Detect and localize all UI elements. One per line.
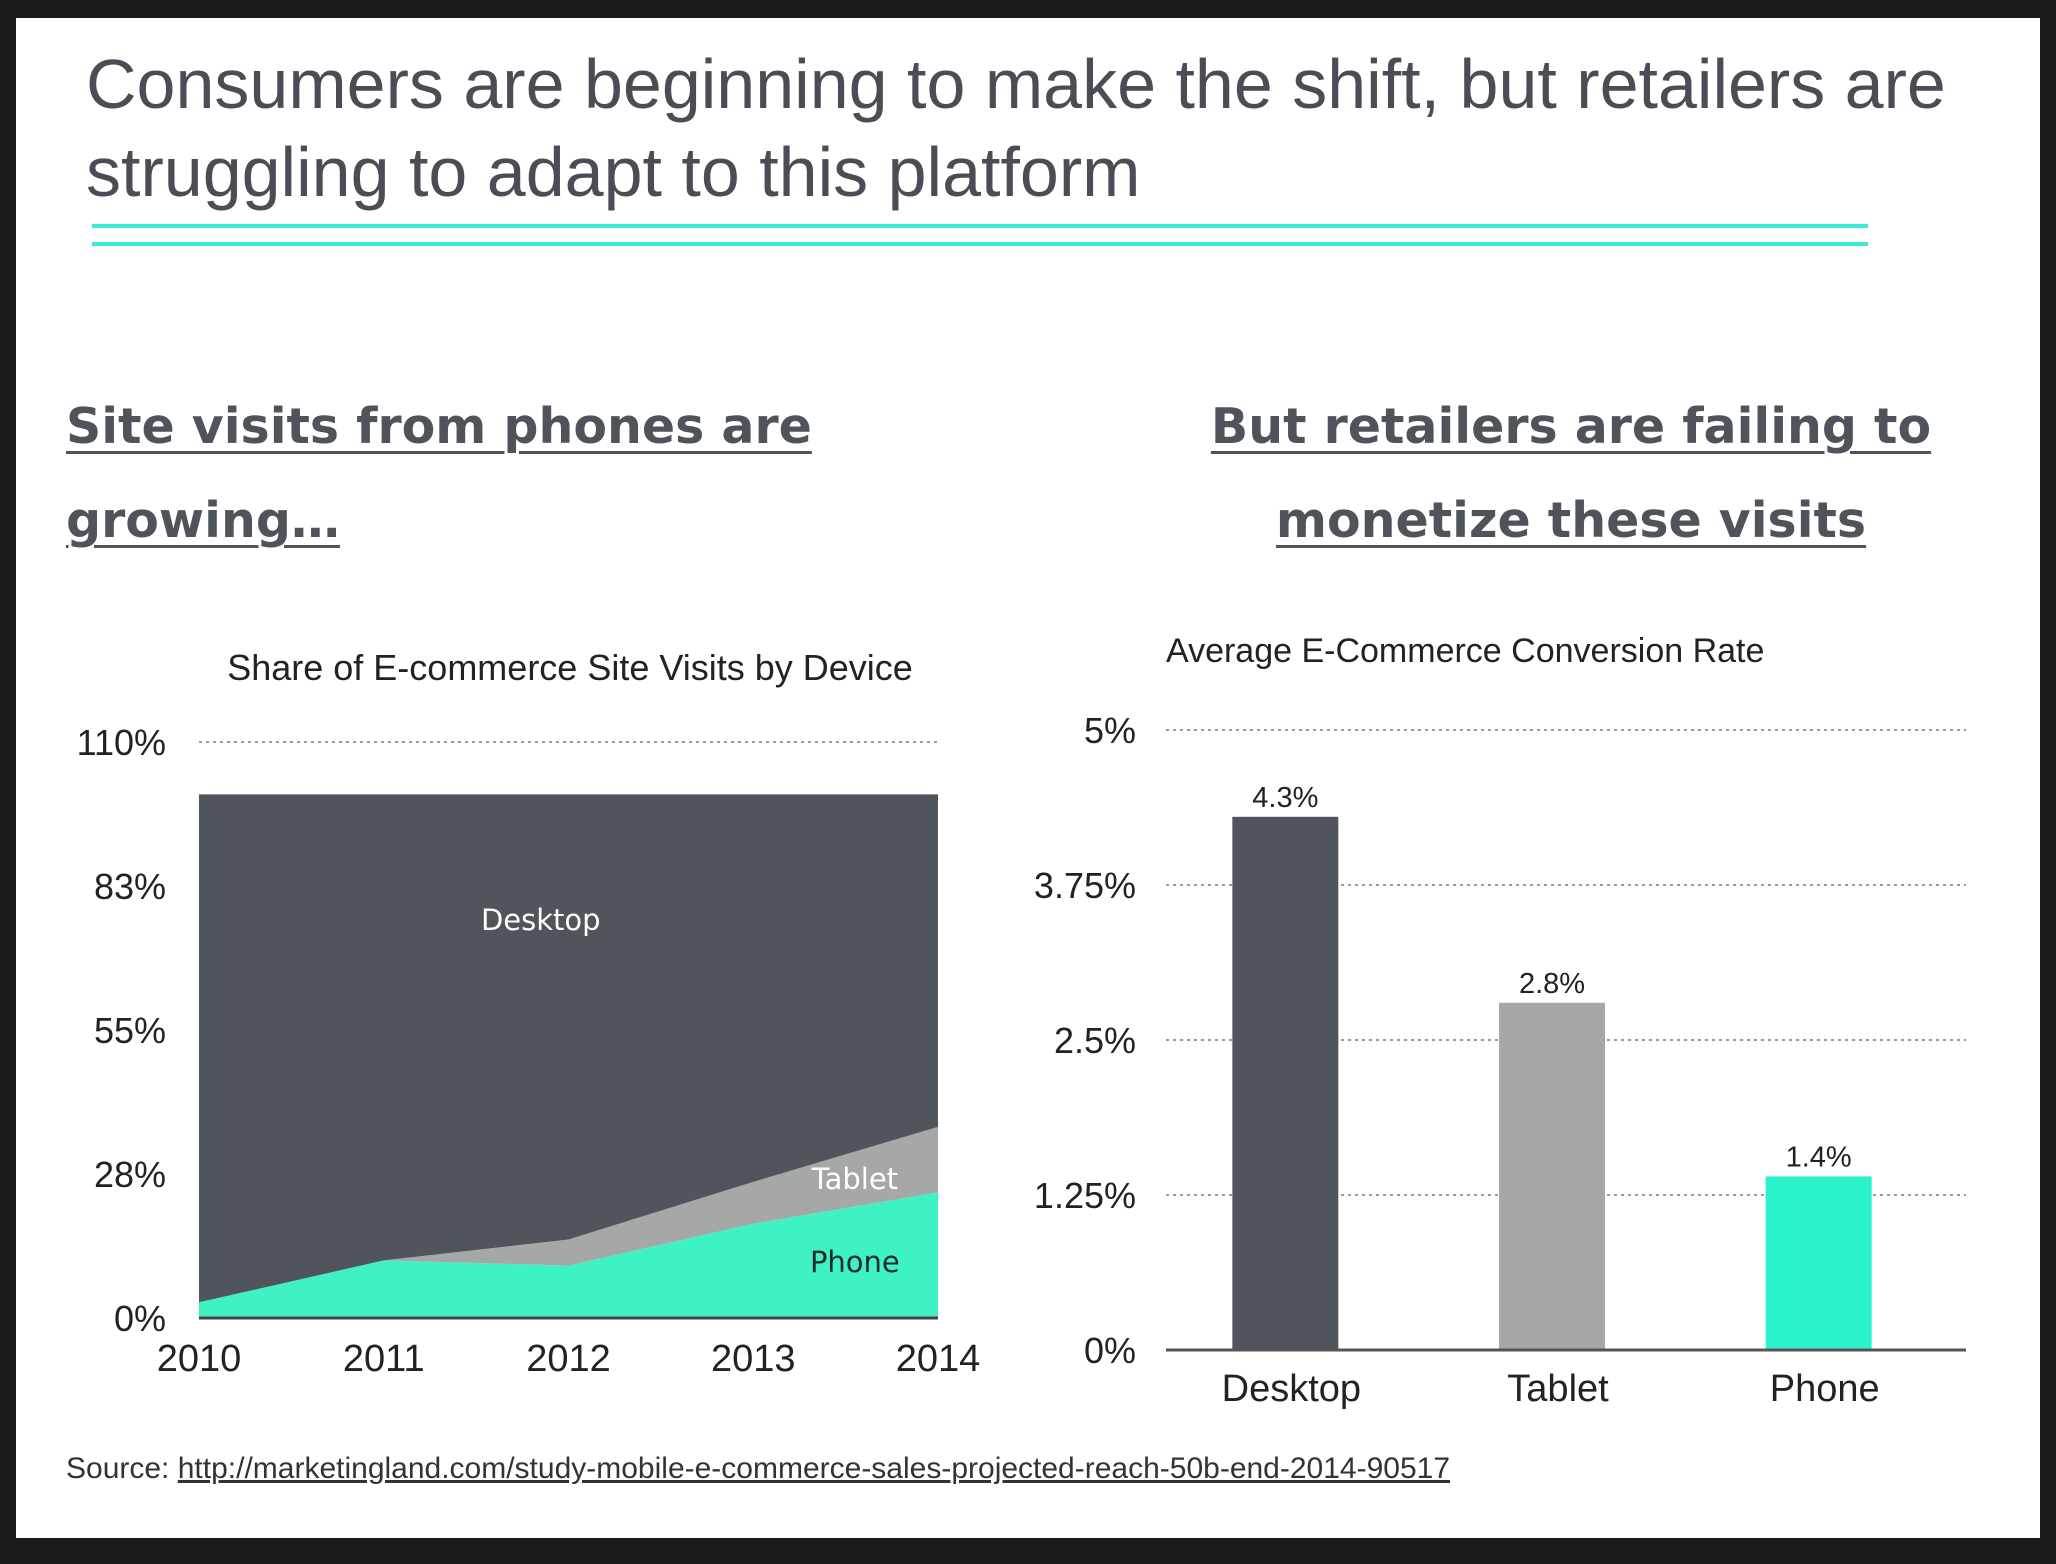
area-x-tick-label: 2010 — [157, 1338, 242, 1380]
bar-chart-y-ticks: 0% 1.25% 2.5% 3.75% 5% — [1034, 710, 1136, 1371]
area-y-tick-label: 55% — [94, 1010, 166, 1051]
bar-data-label: 1.4% — [1786, 1141, 1852, 1173]
bar-x-tick-label: Tablet — [1507, 1368, 1609, 1410]
area-series-label-tablet: Tablet — [811, 1162, 898, 1196]
area-chart-title: Share of E-commerce Site Visits by Devic… — [227, 647, 913, 688]
area-chart: Share of E-commerce Site Visits by Devic… — [77, 647, 981, 1380]
bar-x-tick-label: Phone — [1770, 1368, 1880, 1410]
bar-data-label: 2.8% — [1519, 968, 1585, 1000]
area-chart-x-ticks: 2010 2011 2012 2013 2014 — [157, 1338, 981, 1380]
left-heading: Site visits from phones are growing… — [66, 398, 812, 549]
area-x-tick-label: 2014 — [896, 1338, 981, 1380]
bar-x-tick-label: Desktop — [1222, 1368, 1361, 1410]
area-y-tick-label: 83% — [94, 866, 166, 907]
slide-title: Consumers are beginning to make the shif… — [86, 45, 1946, 211]
area-chart-layers — [199, 794, 938, 1320]
bar-chart-bars — [1166, 816, 1966, 1352]
area-x-tick-label: 2011 — [343, 1338, 425, 1380]
bar-phone — [1765, 1176, 1872, 1350]
slide: Consumers are beginning to make the shif… — [16, 18, 2040, 1538]
right-heading: But retailers are failing to monetize th… — [1210, 398, 1932, 549]
area-layer-tablet — [199, 1126, 938, 1303]
title-rule-bottom — [92, 242, 1868, 246]
bar-y-tick-label: 5% — [1084, 710, 1136, 751]
area-chart-series-labels: Phone Tablet Desktop — [481, 903, 900, 1279]
area-series-label-phone: Phone — [810, 1245, 900, 1279]
area-x-tick-label: 2012 — [526, 1338, 611, 1380]
bar-y-tick-label: 2.5% — [1054, 1020, 1136, 1061]
area-x-tick-label: 2013 — [711, 1338, 796, 1380]
bar-chart: Average E-Commerce Conversion Rate 0% 1.2… — [1034, 632, 1966, 1410]
bar-desktop — [1232, 816, 1339, 1350]
bar-y-tick-label: 1.25% — [1034, 1175, 1136, 1216]
bar-chart-title: Average E-Commerce Conversion Rate — [1166, 632, 1764, 670]
bar-y-tick-label: 3.75% — [1034, 865, 1136, 906]
title-rule-top — [92, 224, 1868, 228]
bar-y-tick-label: 0% — [1084, 1330, 1136, 1371]
area-layer-desktop — [199, 794, 938, 1303]
area-series-label-desktop: Desktop — [481, 903, 601, 937]
bar-data-label: 4.3% — [1252, 782, 1318, 814]
area-y-tick-label: 110% — [77, 722, 166, 763]
source-link[interactable]: http://marketingland.com/study-mobile-e-… — [177, 1452, 1451, 1485]
source-note: Source: http://marketingland.com/study-m… — [66, 1452, 1450, 1486]
area-y-tick-label: 28% — [94, 1154, 166, 1195]
bar-chart-data-labels: 4.3% 2.8% 1.4% — [1252, 782, 1851, 1174]
area-y-tick-label: 0% — [114, 1298, 166, 1339]
area-chart-y-ticks: 0% 28% 55% 83% 110% — [77, 722, 166, 1339]
bar-chart-x-ticks: Desktop Tablet Phone — [1222, 1368, 1880, 1410]
source-label: Source: — [66, 1452, 170, 1485]
bar-tablet — [1499, 1002, 1605, 1350]
